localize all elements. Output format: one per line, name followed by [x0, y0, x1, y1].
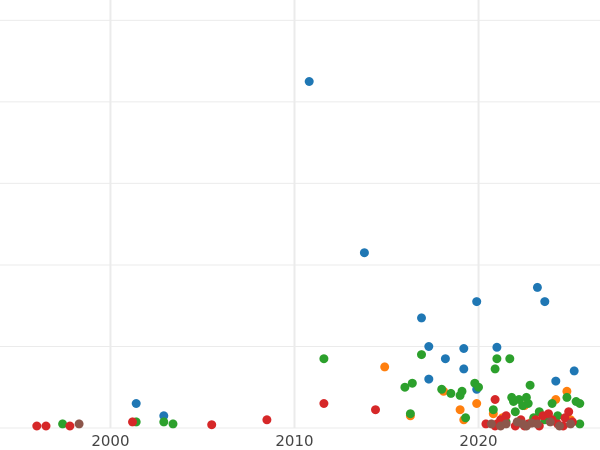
- data-point: [566, 419, 576, 429]
- data-point: [159, 417, 169, 427]
- data-point: [65, 421, 75, 431]
- data-point: [501, 419, 511, 429]
- data-point: [168, 419, 178, 429]
- data-point: [532, 282, 542, 292]
- data-point: [569, 366, 579, 376]
- data-point: [446, 388, 456, 398]
- data-point: [131, 399, 141, 408]
- x-tick-label: 2020: [459, 432, 497, 450]
- data-point: [492, 342, 502, 352]
- data-point: [551, 376, 561, 386]
- data-point: [560, 413, 570, 423]
- data-point: [41, 421, 51, 431]
- data-point: [319, 354, 329, 364]
- data-point: [424, 342, 434, 351]
- data-point: [400, 382, 410, 392]
- data-point: [547, 399, 557, 408]
- data-point: [455, 405, 465, 415]
- data-point: [380, 362, 390, 372]
- data-point: [440, 354, 450, 364]
- data-point: [486, 419, 496, 429]
- series-blue: [131, 77, 579, 421]
- data-point: [562, 392, 572, 402]
- data-point: [555, 421, 564, 431]
- data-point: [488, 405, 498, 415]
- data-point: [417, 313, 426, 323]
- data-point: [461, 413, 471, 423]
- x-tick-label: 2010: [275, 432, 313, 450]
- data-point: [490, 364, 500, 374]
- points-layer: [32, 77, 585, 431]
- data-point: [525, 380, 535, 390]
- data-point: [472, 297, 482, 307]
- data-point: [405, 409, 415, 419]
- data-point: [544, 409, 553, 419]
- data-point: [437, 384, 447, 394]
- data-point: [505, 354, 515, 364]
- data-point: [359, 248, 369, 258]
- grid-layer: [0, 0, 600, 429]
- data-point: [474, 382, 483, 392]
- data-point: [417, 350, 426, 360]
- data-point: [319, 399, 329, 408]
- data-point: [407, 378, 417, 388]
- data-point: [459, 364, 469, 374]
- data-point: [575, 399, 585, 408]
- data-point: [523, 399, 533, 408]
- data-point: [424, 374, 434, 384]
- data-point: [472, 399, 482, 408]
- data-point: [490, 395, 500, 404]
- data-point: [457, 386, 467, 396]
- data-point: [492, 354, 502, 364]
- data-point: [532, 419, 542, 429]
- data-point: [207, 420, 217, 430]
- data-point: [32, 421, 42, 431]
- x-tick-label: 2000: [91, 432, 129, 450]
- data-point: [510, 407, 520, 417]
- data-point: [371, 405, 380, 415]
- data-point: [540, 297, 550, 307]
- data-point: [58, 419, 68, 429]
- x-tick-labels: 2000 2010 2020: [91, 432, 497, 450]
- data-point: [128, 417, 137, 427]
- data-point: [459, 344, 469, 353]
- data-point: [262, 415, 272, 425]
- data-point: [501, 411, 511, 421]
- data-point: [304, 77, 314, 86]
- data-point: [74, 419, 84, 429]
- series-brown: [74, 417, 576, 431]
- data-point: [545, 417, 555, 427]
- data-point: [575, 419, 585, 429]
